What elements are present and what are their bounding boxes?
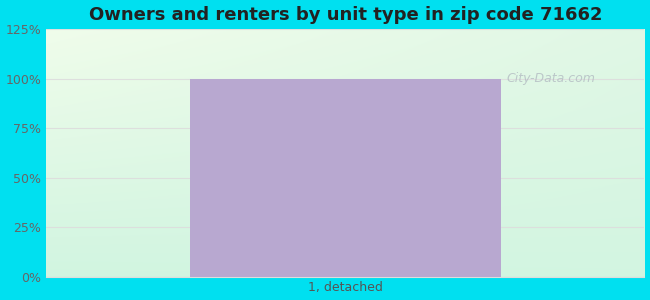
Bar [190,79,501,277]
Title: Owners and renters by unit type in zip code 71662: Owners and renters by unit type in zip c… [88,6,602,24]
Text: City-Data.com: City-Data.com [507,72,596,85]
